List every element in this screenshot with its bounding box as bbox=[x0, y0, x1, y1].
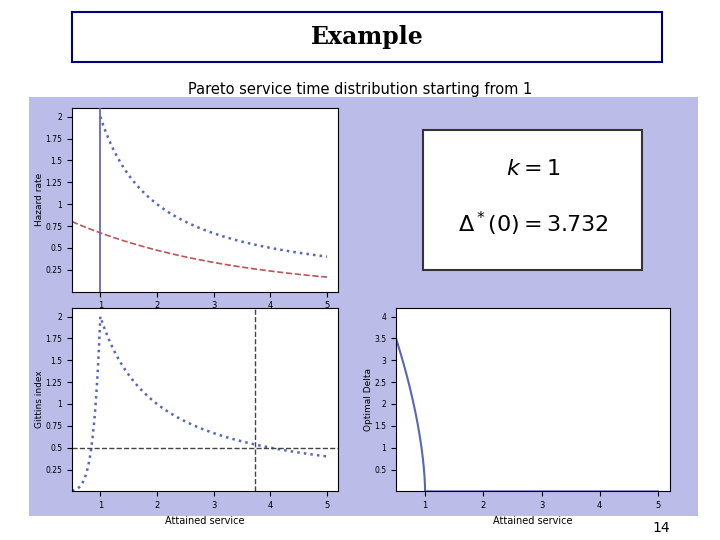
Y-axis label: Hazard rate: Hazard rate bbox=[35, 173, 44, 226]
Text: Pareto service time distribution starting from 1: Pareto service time distribution startin… bbox=[188, 82, 532, 97]
Text: $k = 1$: $k = 1$ bbox=[505, 158, 560, 180]
Y-axis label: Optimal Delta: Optimal Delta bbox=[364, 368, 373, 431]
Text: Example: Example bbox=[311, 25, 423, 49]
Text: $\Delta^*(0) = 3.732$: $\Delta^*(0) = 3.732$ bbox=[458, 210, 608, 238]
X-axis label: Attained service: Attained service bbox=[166, 516, 245, 525]
Y-axis label: Gittins index: Gittins index bbox=[35, 371, 44, 428]
X-axis label: Attained service: Attained service bbox=[493, 516, 572, 525]
FancyBboxPatch shape bbox=[423, 130, 642, 269]
X-axis label: x: x bbox=[202, 316, 208, 326]
Text: 14: 14 bbox=[652, 521, 670, 535]
